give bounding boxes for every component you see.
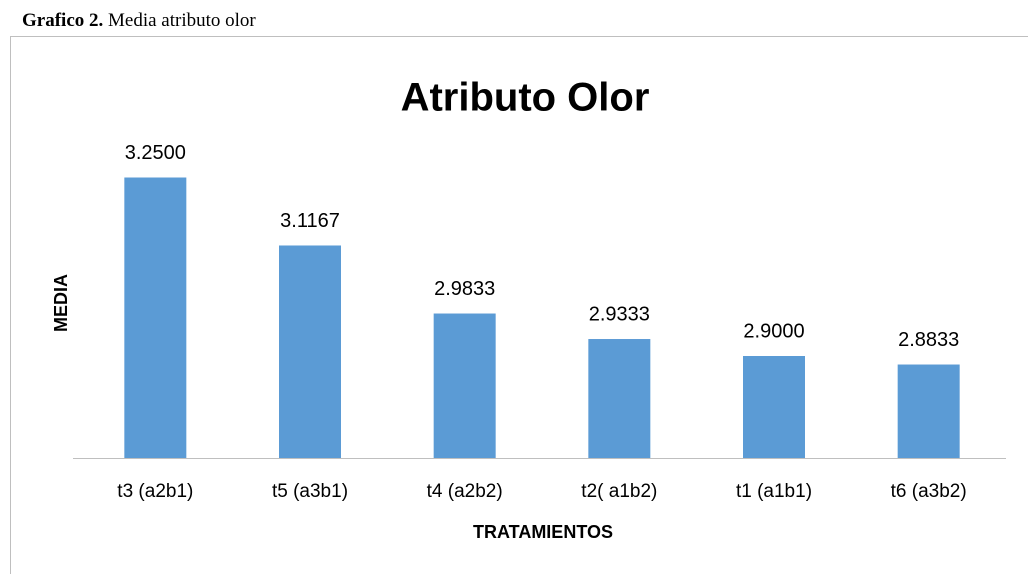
value-label: 2.8833 (898, 329, 959, 351)
caption-text: Media atributo olor (108, 10, 256, 31)
value-label: 2.9000 (743, 320, 804, 342)
x-tick-label: t1 (a1b1) (736, 481, 812, 502)
x-tick-label: t5 (a3b1) (272, 481, 348, 502)
caption-label: Grafico 2. (22, 10, 103, 31)
value-label: 3.1167 (280, 210, 340, 232)
chart-title: Atributo Olor (401, 76, 650, 120)
x-axis-label: TRATAMIENTOS (473, 522, 613, 542)
value-label: 2.9333 (589, 303, 650, 325)
bar (434, 314, 496, 458)
caption: Grafico 2. Media atributo olor (22, 10, 256, 31)
x-tick-label: t3 (a2b1) (117, 481, 193, 502)
bar (279, 245, 341, 458)
bar (898, 365, 960, 458)
bar (588, 339, 650, 458)
value-label: 3.2500 (125, 142, 186, 164)
bar (124, 178, 186, 459)
bar (743, 356, 805, 458)
y-axis-label: MEDIA (51, 274, 71, 332)
x-tick-label: t2( a1b2) (581, 481, 657, 502)
x-tick-label: t4 (a2b2) (427, 481, 503, 502)
x-tick-label: t6 (a3b2) (891, 481, 967, 502)
value-label: 2.9833 (434, 278, 495, 300)
